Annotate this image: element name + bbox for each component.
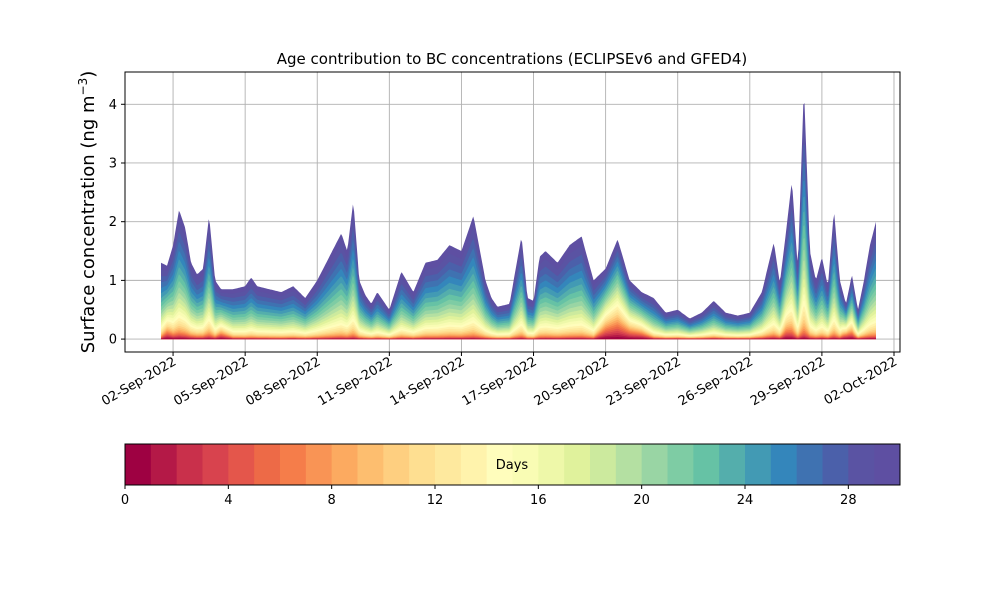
colorbar-cell: [615, 444, 643, 485]
colorbar-tick-label: 24: [737, 493, 754, 508]
y-tick-label: 4: [109, 98, 117, 113]
colorbar-cell: [435, 444, 462, 485]
x-tick-label: 02-Sep-2022: [99, 354, 179, 409]
colorbar-cell: [357, 444, 384, 485]
colorbar-cell: [280, 444, 307, 485]
y-tick-label: 3: [109, 156, 117, 171]
colorbar-cell: [254, 444, 281, 485]
colorbar-cell: [125, 444, 152, 485]
age-layer-9: [161, 319, 876, 340]
plot-frame: [124, 71, 901, 353]
age-layer-1: [161, 337, 876, 340]
x-tick-label: 14-Sep-2022: [388, 354, 468, 409]
colorbar-cell: [693, 444, 720, 485]
y-axis-label-close: ): [78, 71, 99, 78]
colorbar-cells: [125, 444, 901, 485]
colorbar-cell: [667, 444, 694, 485]
colorbar-cell: [305, 444, 333, 485]
colorbar-cell: [176, 444, 203, 485]
colorbar-cell: [538, 444, 565, 485]
colorbar-cell: [822, 444, 849, 485]
y-tick-label: 0: [109, 333, 117, 348]
colorbar-cell: [641, 444, 668, 485]
y-axis-label: Surface concentration (ng m−3): [76, 71, 99, 354]
colorbar-cell: [796, 444, 823, 485]
colorbar-tick-label: 20: [633, 493, 650, 508]
colorbar-frame: [124, 443, 901, 486]
colorbar-cell: [486, 444, 513, 485]
colorbar-cell: [719, 444, 746, 485]
colorbar-tick-label: 28: [840, 493, 857, 508]
colorbar-tick-label: 0: [121, 493, 129, 508]
colorbar-cell: [383, 444, 410, 485]
colorbar-cell: [564, 444, 591, 485]
colorbar-cell: [590, 444, 617, 485]
colorbar-cell: [409, 444, 436, 485]
colorbar-cell: [848, 444, 875, 485]
colorbar: Days 0 4 8 12 16 20 24 28: [121, 443, 901, 508]
colorbar-cell: [512, 444, 539, 485]
y-axis-label-superscript: −3: [76, 78, 90, 96]
colorbar-cell: [228, 444, 255, 485]
colorbar-cell: [874, 444, 901, 485]
colorbar-tick-label: 12: [427, 493, 444, 508]
x-axis-ticks: 02-Sep-202205-Sep-202208-Sep-202211-Sep-…: [99, 352, 900, 409]
colorbar-cell: [150, 444, 178, 485]
colorbar-cell: [745, 444, 772, 485]
colorbar-tick-label: 4: [224, 493, 232, 508]
x-tick-label: 23-Sep-2022: [604, 354, 684, 409]
x-tick-label: 26-Sep-2022: [676, 354, 756, 409]
colorbar-cell: [202, 444, 229, 485]
colorbar-tick-label: 8: [328, 493, 336, 508]
x-tick-label: 17-Sep-2022: [460, 354, 540, 409]
colorbar-cell: [331, 444, 358, 485]
age-layer-10: [161, 317, 876, 340]
x-tick-label: 11-Sep-2022: [316, 354, 396, 409]
colorbar-label: Days: [496, 458, 529, 473]
x-tick-label: 20-Sep-2022: [532, 354, 612, 409]
y-axis-ticks: 0 1 2 3 4: [109, 98, 125, 348]
colorbar-ticks: 0 4 8 12 16 20 24 28: [121, 485, 857, 508]
x-tick-label: 08-Sep-2022: [243, 354, 323, 409]
x-tick-label: 02-Oct-2022: [822, 354, 900, 408]
chart-title: Age contribution to BC concentrations (E…: [277, 50, 748, 68]
stacked-area-layers: [161, 103, 876, 340]
y-tick-label: 1: [109, 274, 117, 289]
x-tick-label: 29-Sep-2022: [748, 354, 828, 409]
colorbar-cell: [770, 444, 798, 485]
y-tick-label: 2: [109, 215, 117, 230]
colorbar-tick-label: 16: [530, 493, 547, 508]
x-tick-label: 05-Sep-2022: [171, 354, 251, 409]
colorbar-cell: [460, 444, 488, 485]
y-axis-label-main: Surface concentration (ng m: [78, 95, 99, 353]
